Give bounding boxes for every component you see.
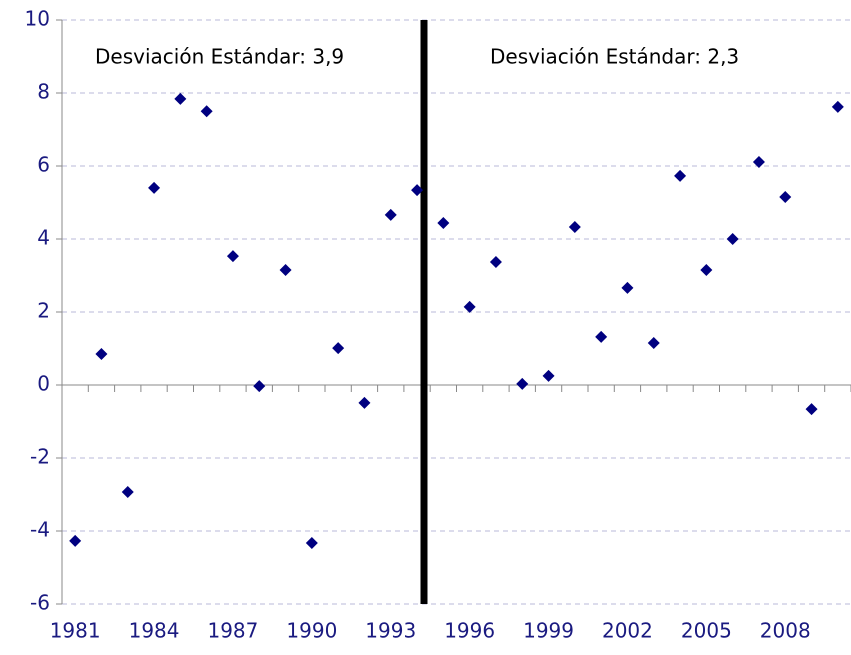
point [831,100,844,113]
y-tick-label: 2 [37,299,50,323]
point [121,485,134,498]
point [174,92,187,105]
x-tick-label: 2005 [681,619,732,643]
x-tick-label: 2002 [602,619,653,643]
point [489,255,502,268]
y-tick-label: 6 [37,153,50,177]
point [384,208,397,221]
point [332,342,345,355]
point [305,537,318,550]
y-tick-label: -4 [30,518,50,542]
y-tick-label: 0 [37,372,50,396]
point [411,184,424,197]
point [148,181,161,194]
x-tick-label: 1993 [365,619,416,643]
y-tick-label: -2 [30,445,50,469]
point [437,216,450,229]
y-tick-label: 4 [37,226,50,250]
x-tick-label: 2008 [760,619,811,643]
annotation: Desviación Estándar: 3,9 [95,45,344,69]
point [516,377,529,390]
x-tick-label: 1984 [129,619,180,643]
point [805,403,818,416]
x-tick-label: 1996 [444,619,495,643]
point [779,191,792,204]
point [595,330,608,343]
x-tick-label: 1990 [286,619,337,643]
point [726,233,739,245]
y-tick-label: 10 [25,7,50,31]
point [542,369,555,382]
x-tick-label: 1981 [50,619,101,643]
point [200,105,213,118]
annotation: Desviación Estándar: 2,3 [490,45,739,69]
point [69,534,82,547]
point [647,337,660,350]
point [95,347,108,360]
y-tick-label: 8 [37,80,50,104]
y-tick-label: -6 [30,591,50,615]
point [674,169,687,182]
point [463,300,476,313]
x-tick-label: 1987 [207,619,258,643]
point [621,281,634,294]
point [568,220,581,233]
point [700,264,713,277]
point [279,264,292,277]
point [253,380,266,393]
point [226,250,239,263]
point [358,396,371,409]
point [752,155,765,168]
x-tick-label: 1999 [523,619,574,643]
